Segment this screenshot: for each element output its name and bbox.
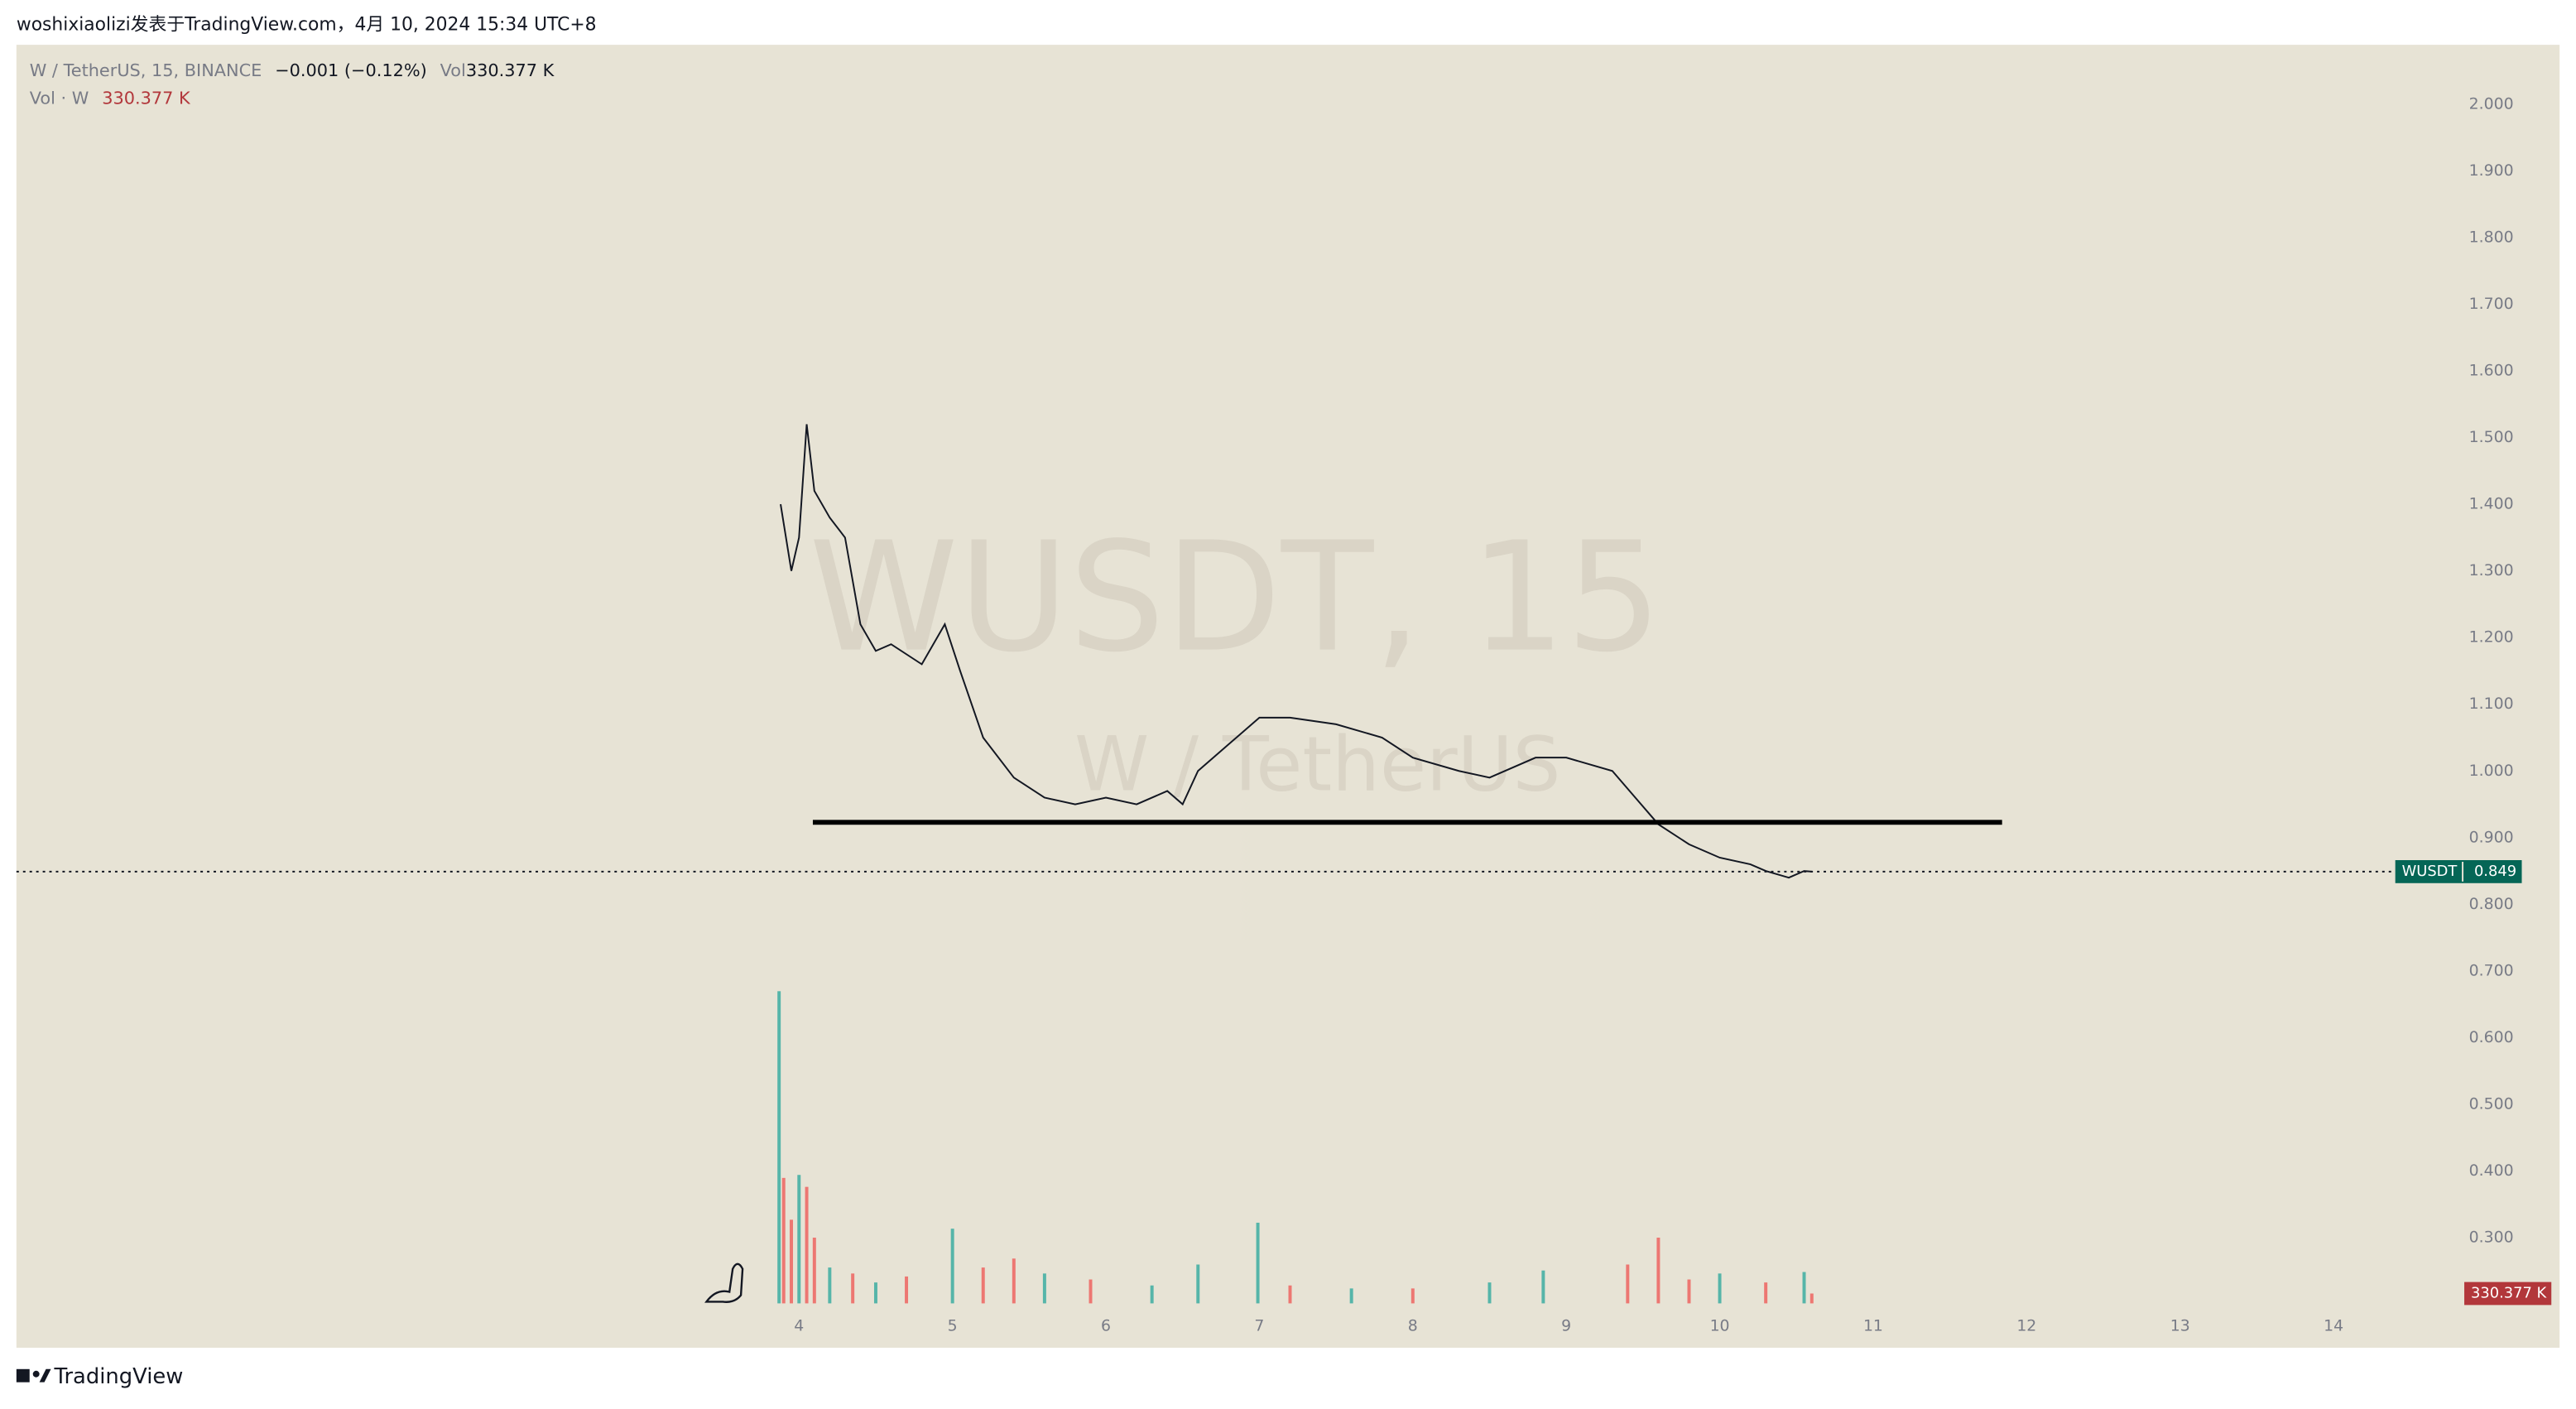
volume-bar <box>1012 1258 1016 1304</box>
volume-bar <box>1089 1279 1093 1304</box>
legend-vol-value: 330.377 K <box>466 60 555 80</box>
legend-change: −0.001 (−0.12%) <box>275 60 427 80</box>
volume-bar <box>1541 1270 1545 1304</box>
x-tick-label: 13 <box>2170 1318 2190 1335</box>
price-line <box>780 424 1812 879</box>
footer-brand: TradingView <box>53 1364 183 1389</box>
y-tick-label: 1.600 <box>2469 362 2514 379</box>
volume-bar <box>1656 1238 1660 1304</box>
x-tick-label: 4 <box>794 1318 804 1335</box>
x-tick-label: 12 <box>2016 1318 2036 1335</box>
volume-bar <box>1809 1293 1814 1304</box>
y-tick-label: 1.000 <box>2469 762 2514 780</box>
logo-icon <box>704 1262 744 1303</box>
volume-bar <box>1196 1264 1200 1304</box>
volume-bar <box>1718 1273 1722 1304</box>
volume-legend-value: 330.377 K <box>102 89 191 108</box>
volume-bar <box>781 1177 786 1304</box>
y-tick-label: 0.900 <box>2469 829 2514 846</box>
y-tick-label: 0.700 <box>2469 962 2514 979</box>
x-tick-label: 7 <box>1254 1318 1264 1335</box>
volume-bar <box>1687 1279 1691 1304</box>
volume-bar <box>1411 1288 1415 1304</box>
volume-last-label: 330.377 K <box>2471 1284 2548 1301</box>
y-tick-label: 2.000 <box>2469 95 2514 113</box>
last-price-value: 0.849 <box>2474 863 2516 880</box>
y-tick-label: 0.800 <box>2469 896 2514 913</box>
legend-vol-label: Vol <box>440 60 466 80</box>
volume-bar <box>1349 1288 1353 1304</box>
volume-bar <box>812 1238 816 1304</box>
volume-bar <box>1764 1282 1768 1304</box>
x-tick-label: 6 <box>1101 1318 1111 1335</box>
x-tick-label: 11 <box>1863 1318 1883 1335</box>
y-tick-label: 1.200 <box>2469 629 2514 647</box>
volume-bar <box>873 1282 877 1304</box>
volume-bar <box>828 1267 832 1304</box>
y-tick-label: 1.500 <box>2469 429 2514 446</box>
x-tick-label: 5 <box>948 1318 958 1335</box>
legend: W / TetherUS, 15, BINANCE −0.001 (−0.12%)… <box>30 60 555 80</box>
x-tick-label: 10 <box>1710 1318 1730 1335</box>
volume-bar <box>1042 1273 1046 1304</box>
last-price-badge <box>2395 860 2522 883</box>
volume-bar <box>950 1229 954 1304</box>
last-price-name: WUSDT <box>2402 863 2458 880</box>
volume-bar <box>805 1186 809 1304</box>
logo <box>16 1368 51 1383</box>
y-tick-label: 0.600 <box>2469 1029 2514 1046</box>
volume-bar <box>1150 1285 1154 1304</box>
watermark-subtitle: W / TetherUS <box>1074 719 1561 808</box>
y-tick-label: 0.400 <box>2469 1162 2514 1180</box>
volume-bar <box>1802 1272 1806 1304</box>
volume-bar <box>905 1276 909 1304</box>
y-tick-label: 0.500 <box>2469 1096 2514 1113</box>
legend-symbol: W / TetherUS, 15, BINANCE <box>30 60 262 80</box>
y-tick-label: 1.100 <box>2469 695 2514 713</box>
y-tick-label: 1.400 <box>2469 496 2514 513</box>
chart-area <box>16 45 2560 1348</box>
x-tick-label: 9 <box>1561 1318 1571 1335</box>
volume-bar <box>851 1273 855 1304</box>
watermark-title: WUSDT, 15 <box>809 511 1662 686</box>
volume-badge <box>2464 1282 2552 1306</box>
volume-bar <box>981 1267 985 1304</box>
y-tick-label: 1.300 <box>2469 562 2514 579</box>
volume-bar <box>1487 1282 1492 1304</box>
y-tick-label: 0.300 <box>2469 1229 2514 1247</box>
header: woshixiaolizi发表于TradingView.com，4月 10, 2… <box>17 14 597 35</box>
x-tick-label: 14 <box>2324 1318 2343 1335</box>
y-tick-label: 1.800 <box>2469 228 2514 246</box>
y-tick-label: 1.900 <box>2469 162 2514 180</box>
volume-bar <box>1288 1285 1292 1304</box>
y-tick-label: 1.700 <box>2469 296 2514 313</box>
volume-bar <box>797 1175 801 1304</box>
volume-legend-name: Vol · W <box>30 89 89 108</box>
volume-bar <box>790 1219 793 1304</box>
volume-bar <box>1256 1222 1260 1304</box>
x-tick-label: 8 <box>1408 1318 1418 1335</box>
volume-bar <box>777 991 781 1304</box>
volume-legend: Vol · W 330.377 K <box>30 89 191 108</box>
volume-bar <box>1626 1264 1630 1304</box>
